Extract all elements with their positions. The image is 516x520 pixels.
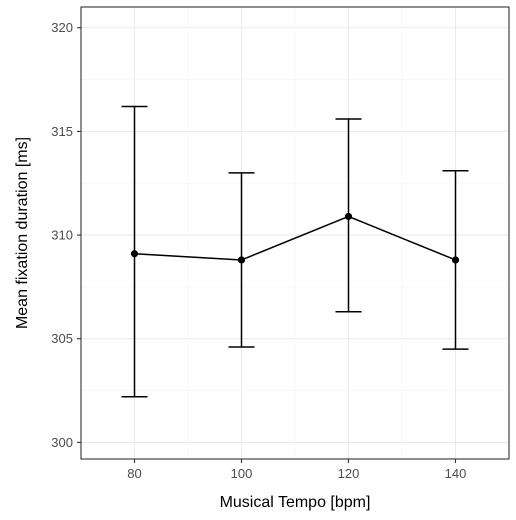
y-tick-label: 300 [51, 435, 73, 450]
x-tick-label: 120 [338, 466, 360, 481]
y-axis-title: Mean fixation duration [ms] [14, 137, 31, 329]
data-point [130, 250, 139, 258]
y-tick-label: 310 [51, 228, 73, 243]
axis-ticks [77, 27, 457, 463]
x-axis-title: Musical Tempo [bpm] [220, 494, 371, 511]
y-tick-label: 315 [51, 124, 73, 139]
data-line [134, 215, 456, 261]
x-tick-label: 80 [127, 466, 141, 481]
y-tick-label: 305 [51, 331, 73, 346]
data-point [344, 212, 353, 221]
tick-labels: 80 100 120 140 300 305 310 315 320 [51, 20, 466, 481]
x-tick-label: 100 [231, 466, 253, 481]
data-point [451, 256, 460, 264]
gridlines [80, 7, 510, 459]
data-point [237, 256, 246, 264]
data-points [130, 212, 460, 264]
panel-border [80, 6, 510, 460]
y-tick-label: 320 [51, 20, 73, 35]
series-line [134, 215, 456, 261]
x-tick-label: 140 [445, 466, 467, 481]
